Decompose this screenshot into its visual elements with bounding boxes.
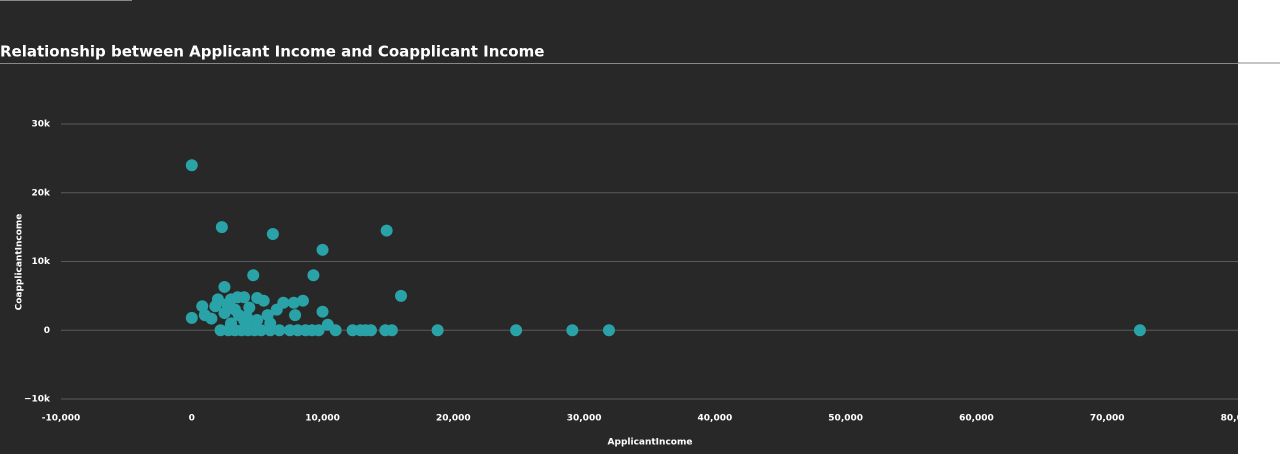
- point: [257, 294, 270, 307]
- point: [273, 324, 286, 337]
- point: [264, 324, 277, 337]
- point: [270, 303, 283, 316]
- y-tick-label: 20k: [31, 188, 51, 198]
- y-axis-title: CoapplicantIncome: [15, 214, 25, 311]
- visual-panel: Relationship between Applicant Income an…: [0, 0, 1238, 454]
- point: [296, 294, 309, 307]
- point: [380, 224, 393, 237]
- x-tick-label: 10,000: [305, 414, 340, 424]
- point: [395, 289, 408, 302]
- point: [185, 159, 198, 172]
- point: [209, 300, 222, 313]
- y-tick-label: 10k: [31, 257, 51, 267]
- point: [316, 243, 329, 256]
- point: [243, 301, 256, 314]
- x-tick-label: 30,000: [567, 414, 602, 424]
- y-tick-label: −10k: [24, 395, 51, 405]
- point: [316, 305, 329, 318]
- x-tick-label: 20,000: [436, 414, 471, 424]
- y-tick-label: 0: [44, 326, 50, 336]
- x-tick-label: 60,000: [959, 414, 994, 424]
- point: [215, 221, 228, 234]
- point: [1133, 324, 1146, 337]
- x-tick-label: 70,000: [1090, 414, 1125, 424]
- point: [205, 312, 218, 325]
- header-line-ext: [1238, 62, 1280, 64]
- point: [566, 324, 579, 337]
- x-tick-label: -10,000: [42, 414, 80, 424]
- point: [510, 324, 523, 337]
- point: [185, 311, 198, 324]
- x-tick-label: 80,000: [1221, 414, 1238, 424]
- point: [218, 280, 231, 293]
- point: [266, 228, 279, 240]
- point: [431, 324, 444, 337]
- point: [221, 298, 234, 311]
- point: [247, 269, 260, 282]
- y-tick-label: 30k: [31, 120, 51, 130]
- point: [307, 269, 320, 282]
- point: [261, 309, 274, 322]
- x-axis-title: ApplicantIncome: [608, 438, 693, 448]
- point: [385, 324, 398, 337]
- point: [289, 309, 302, 322]
- x-tick-label: 50,000: [828, 414, 863, 424]
- point: [232, 309, 245, 322]
- x-tick-label: 40,000: [698, 414, 733, 424]
- point: [364, 324, 377, 337]
- point: [312, 324, 325, 337]
- point: [329, 324, 342, 337]
- x-tick-label: 0: [189, 414, 195, 424]
- point: [602, 324, 615, 337]
- chart-title: Relationship between Applicant Income an…: [0, 43, 544, 61]
- point: [255, 324, 268, 337]
- point: [287, 296, 300, 309]
- chart: Relationship between Applicant Income an…: [0, 0, 1238, 448]
